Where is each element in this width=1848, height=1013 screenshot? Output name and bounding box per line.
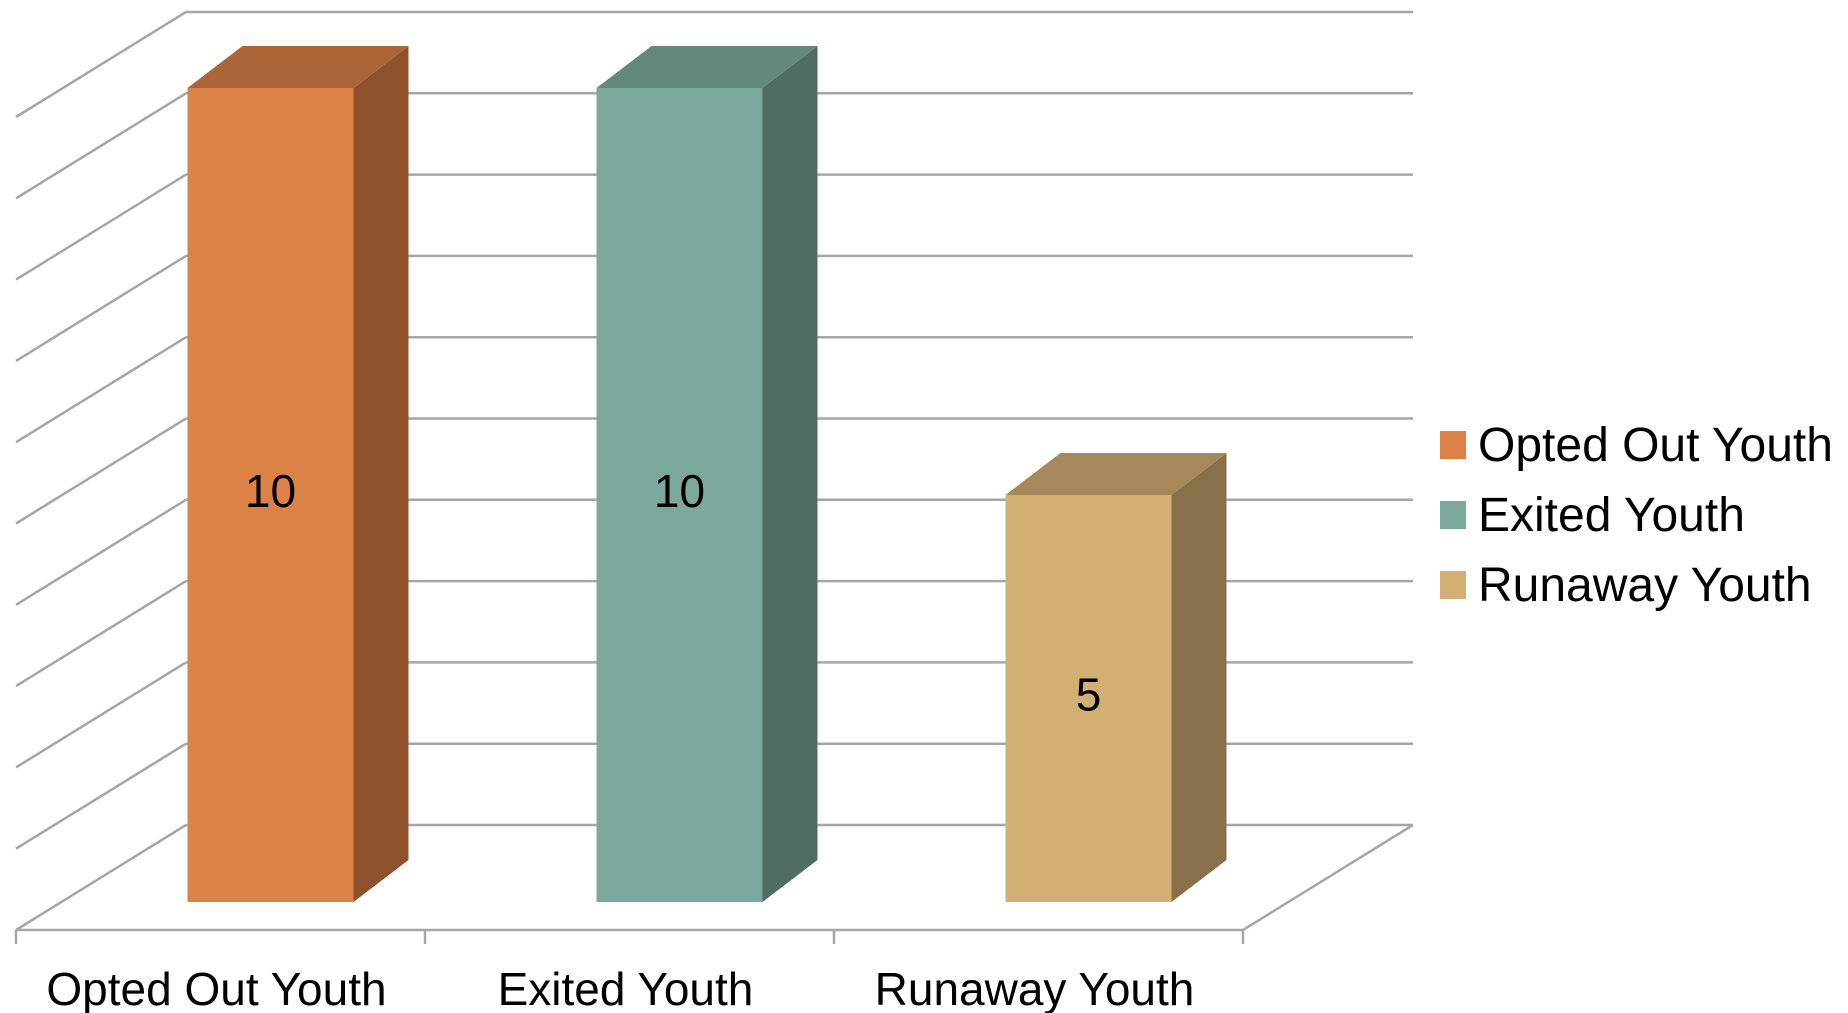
category-label: Exited Youth bbox=[498, 963, 754, 1013]
bar-side-face bbox=[762, 46, 818, 902]
gridline-side bbox=[15, 498, 187, 606]
legend: Opted Out Youth Exited Youth Runaway Youth bbox=[1440, 419, 1833, 612]
category-axis bbox=[14, 823, 1414, 944]
legend-swatch bbox=[1440, 501, 1466, 529]
legend-item: Opted Out Youth bbox=[1440, 419, 1833, 472]
gridline-side bbox=[15, 661, 187, 769]
bar-front-face bbox=[596, 88, 763, 902]
data-label: 10 bbox=[654, 465, 705, 517]
legend-label: Runaway Youth bbox=[1478, 559, 1812, 612]
gridline-side bbox=[15, 580, 187, 688]
gridline-side bbox=[15, 173, 187, 281]
bar-top-face bbox=[596, 46, 818, 88]
bar-side-face bbox=[1171, 453, 1227, 902]
category-labels: Opted Out Youth Exited Youth Runaway Youth bbox=[46, 963, 1194, 1013]
legend-label: Exited Youth bbox=[1478, 489, 1745, 542]
bar-top-face bbox=[1005, 453, 1227, 495]
legend-swatch bbox=[1440, 571, 1466, 599]
legend-item: Runaway Youth bbox=[1440, 559, 1812, 612]
bar-side-face bbox=[353, 46, 409, 902]
data-label: 5 bbox=[1076, 669, 1102, 721]
gridline-side bbox=[15, 742, 187, 850]
gridline-side bbox=[15, 336, 187, 444]
data-label: 10 bbox=[245, 465, 296, 517]
bar-front-face bbox=[1005, 495, 1172, 902]
legend-item: Exited Youth bbox=[1440, 489, 1745, 542]
gridline-side bbox=[15, 10, 187, 119]
bar-exited-youth bbox=[596, 46, 818, 902]
legend-swatch bbox=[1440, 431, 1466, 459]
bars bbox=[187, 46, 1227, 902]
bar-opted-out-youth bbox=[187, 46, 409, 902]
category-label: Runaway Youth bbox=[875, 963, 1195, 1013]
gridline-side bbox=[15, 254, 187, 362]
gridline-side bbox=[15, 823, 187, 932]
floor-right-edge bbox=[1242, 823, 1414, 932]
bar-runaway-youth bbox=[1005, 453, 1227, 902]
data-labels: 10 10 5 bbox=[245, 465, 1101, 721]
bar-top-face bbox=[187, 46, 409, 88]
bar-front-face bbox=[187, 88, 354, 902]
gridline-side bbox=[15, 417, 187, 525]
category-label: Opted Out Youth bbox=[46, 963, 386, 1013]
gridline-side bbox=[15, 92, 187, 200]
legend-label: Opted Out Youth bbox=[1478, 419, 1833, 472]
